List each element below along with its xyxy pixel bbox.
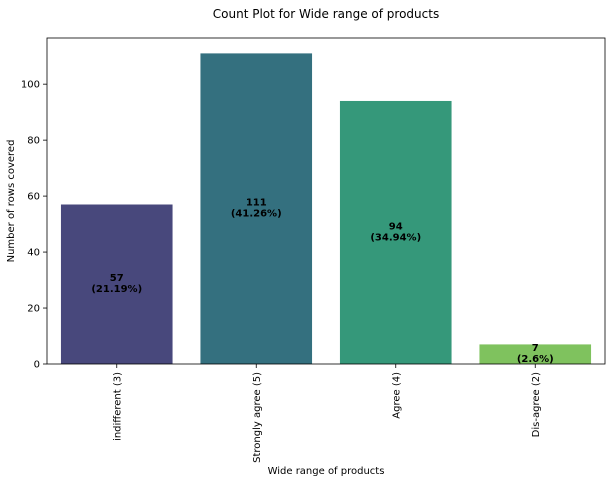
axes-frame xyxy=(46,37,606,365)
y-axis: 0 20 40 60 80 100 xyxy=(21,80,47,371)
y-tick-label: 60 xyxy=(27,192,40,203)
y-tick-label: 80 xyxy=(27,136,40,147)
y-tick-label: 40 xyxy=(27,248,40,259)
y-axis-label: Number of rows covered xyxy=(6,140,17,263)
bars-group xyxy=(60,53,592,365)
y-tick-label: 0 xyxy=(34,360,40,371)
y-tick-label: 20 xyxy=(27,304,40,315)
x-tick-label: Agree (4) xyxy=(391,372,402,419)
bar xyxy=(60,204,173,364)
plot-area xyxy=(46,37,606,365)
x-axis: indifferent (3) Strongly agree (5) Agree (… xyxy=(112,364,542,463)
bar xyxy=(479,344,592,364)
bar-value-label: 57 (21.19%) xyxy=(91,273,142,295)
bar-value-label: 7 (2.6%) xyxy=(517,343,554,365)
bar-labels-group: 57 (21.19%) 111 (41.26%) 94 (34.94%) 7 (2.6%) xyxy=(91,198,553,366)
x-tick-label: Strongly agree (5) xyxy=(252,372,263,463)
x-tick-label: Dis-agree (2) xyxy=(531,372,542,437)
bar-value-label: 111 (41.26%) xyxy=(231,198,282,220)
bar-value-label: 94 (34.94%) xyxy=(370,221,421,243)
chart-title: Count Plot for Wide range of products xyxy=(213,7,439,21)
y-tick-label: 100 xyxy=(21,80,40,91)
x-axis-label: Wide range of products xyxy=(268,466,385,477)
bar xyxy=(200,53,313,364)
bar xyxy=(339,100,452,365)
x-tick-label: indifferent (3) xyxy=(112,372,123,441)
